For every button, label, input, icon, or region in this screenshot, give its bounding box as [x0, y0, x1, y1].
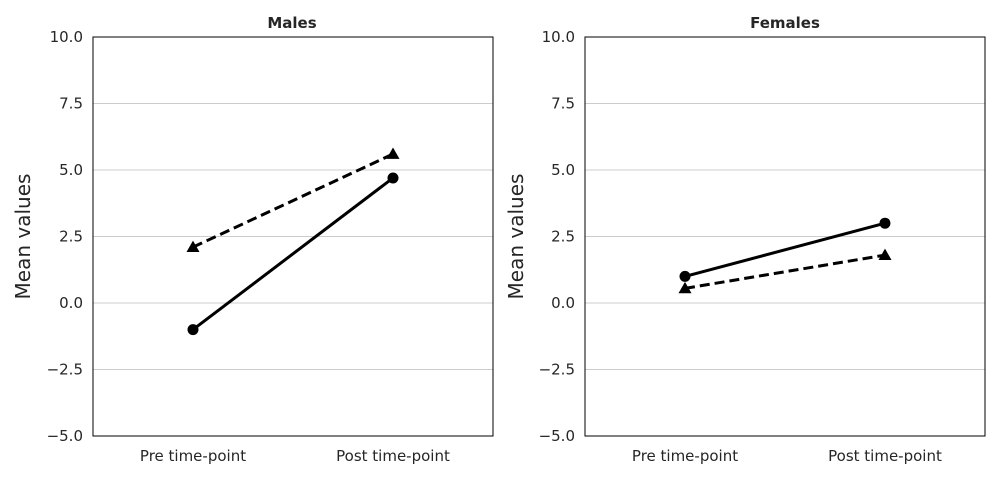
y-tick-label: 2.5: [551, 228, 575, 246]
y-tick-label: 10.0: [542, 28, 575, 46]
y-tick-label: 0.0: [59, 294, 83, 312]
y-tick-label: −5.0: [47, 427, 83, 445]
chart-panel-2: Females −5.0 −2.5 0.0 2.5 5.0 7.5 10.0 Pre time-…: [504, 14, 986, 465]
series-line-1: [192, 176, 394, 331]
series-2-point: [186, 240, 200, 253]
series-2-point: [878, 248, 892, 260]
series-1-point: [387, 172, 399, 184]
series-line-2: [684, 253, 886, 290]
panel-title: Males: [267, 14, 316, 32]
y-tick-label: −5.0: [539, 427, 575, 445]
series-1-point: [187, 324, 199, 336]
y-tick-label: 7.5: [551, 95, 575, 113]
plot-frame: [584, 36, 986, 437]
y-tick-label: 0.0: [551, 294, 575, 312]
series-2-point: [386, 147, 400, 159]
series-1-point: [879, 217, 891, 229]
y-tick-label: 2.5: [59, 228, 83, 246]
y-tick-label: −2.5: [47, 361, 83, 379]
y-tick-label: 10.0: [50, 28, 83, 46]
x-tick-label: Pre time-point: [140, 447, 246, 465]
y-tick-label: −2.5: [539, 361, 575, 379]
series-1-point: [679, 270, 691, 282]
y-tick-label: 7.5: [59, 95, 83, 113]
series-2-point: [678, 281, 692, 294]
y-axis-label: Mean values: [11, 174, 35, 300]
y-tick-label: 5.0: [551, 161, 575, 179]
x-tick-label: Post time-point: [828, 447, 942, 465]
series-line-1: [684, 221, 886, 278]
panel-title: Females: [750, 14, 820, 32]
plot-frame: [92, 36, 494, 437]
y-axis-label: Mean values: [504, 174, 528, 300]
chart-panel-1: Males −5.0 −2.5 0.0 2.5 5.0 7.5 10.0 Pre time-po…: [11, 14, 494, 465]
y-tick-label: 5.0: [59, 161, 83, 179]
x-tick-label: Post time-point: [336, 447, 450, 465]
series-line-2: [192, 152, 394, 249]
x-tick-label: Pre time-point: [632, 447, 738, 465]
